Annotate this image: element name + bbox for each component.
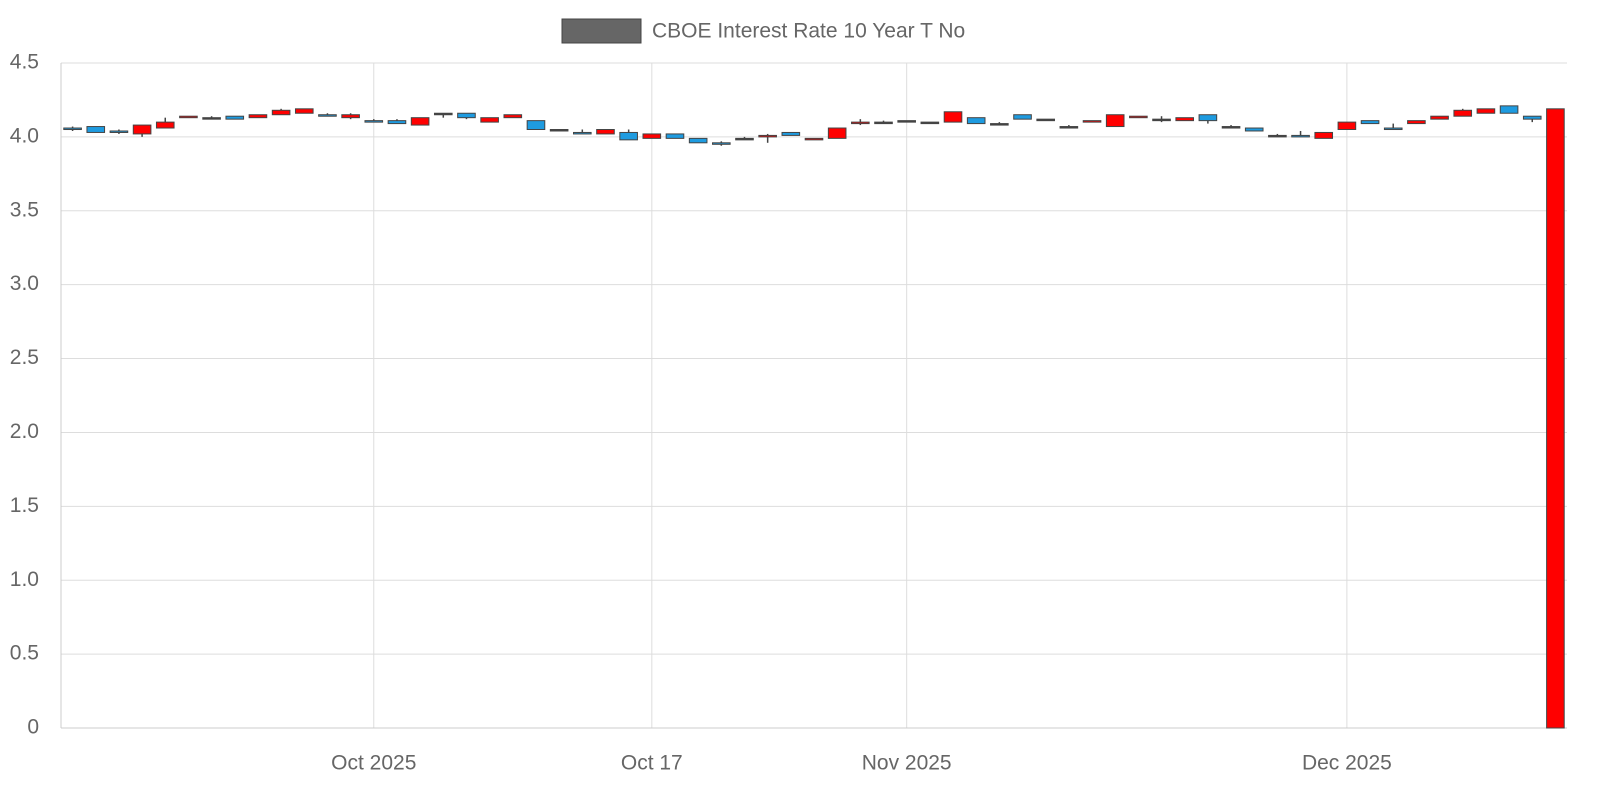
y-tick-label: 2.0 xyxy=(10,420,39,443)
x-tick-label: Oct 17 xyxy=(621,752,683,775)
candle-body xyxy=(1198,114,1218,122)
candle-body xyxy=(526,120,546,130)
y-tick-label: 3.0 xyxy=(10,272,39,295)
candle-body xyxy=(1036,118,1055,122)
y-tick-label: 4.5 xyxy=(10,51,39,74)
candle-body xyxy=(503,114,523,119)
candle-body xyxy=(1244,127,1264,132)
x-tick-label: Nov 2025 xyxy=(862,752,952,775)
candle-body xyxy=(665,133,685,139)
candle-body xyxy=(1152,118,1171,122)
candle-body xyxy=(1314,131,1334,139)
y-tick-label: 0.5 xyxy=(10,642,39,665)
candle-body xyxy=(1059,126,1079,129)
candle-body xyxy=(990,123,1009,126)
candle-body xyxy=(1268,134,1287,138)
y-tick-label: 1.5 xyxy=(10,494,39,517)
candle-body xyxy=(480,117,499,123)
candle-body xyxy=(1337,121,1357,131)
candle-body xyxy=(364,120,384,123)
candle-body xyxy=(86,126,106,133)
candle-body xyxy=(433,112,453,116)
y-tick-label: 2.5 xyxy=(10,346,39,369)
candle-body xyxy=(179,115,198,119)
y-tick-label: 4.0 xyxy=(10,124,39,147)
candle-body xyxy=(943,111,963,123)
candle-body xyxy=(202,117,221,120)
candle-body xyxy=(897,120,916,123)
candle-body xyxy=(1082,120,1102,123)
candle-body xyxy=(109,130,129,133)
candle-body xyxy=(781,131,801,136)
candle-body xyxy=(225,115,245,120)
candle-body xyxy=(688,137,708,144)
legend-label: CBOE Interest Rate 10 Year T No xyxy=(652,20,965,43)
candle-body xyxy=(63,127,82,131)
candle-body xyxy=(642,133,662,139)
candle-body xyxy=(920,121,940,125)
candle-body xyxy=(758,134,777,138)
candle-body xyxy=(1291,134,1310,138)
candle-body xyxy=(804,137,824,141)
candle-body xyxy=(1430,115,1449,120)
candle-body xyxy=(619,131,638,141)
candle-body xyxy=(851,121,870,125)
legend-swatch xyxy=(561,18,642,44)
candle-body xyxy=(318,114,337,117)
candle-body xyxy=(1013,114,1032,120)
candle-body xyxy=(387,120,407,125)
candle-body xyxy=(410,117,430,126)
candle-body xyxy=(1175,117,1195,122)
candle-body xyxy=(596,129,615,135)
candle-body xyxy=(1453,109,1473,117)
candle-body xyxy=(457,112,476,119)
candle-body xyxy=(1221,126,1241,129)
candle-body xyxy=(735,137,754,141)
candle-body xyxy=(294,108,314,114)
candle-body xyxy=(1105,114,1125,128)
candle-body xyxy=(155,121,175,129)
candle-body xyxy=(549,129,569,132)
candle-body xyxy=(248,114,268,119)
x-tick-label: Dec 2025 xyxy=(1302,752,1392,775)
y-tick-label: 3.5 xyxy=(10,198,39,221)
candle-body xyxy=(1383,127,1403,131)
candle-body xyxy=(341,114,360,119)
candle-body xyxy=(271,109,291,116)
candle-body xyxy=(573,131,592,135)
candle-body xyxy=(1407,120,1426,125)
candle-body xyxy=(874,121,893,125)
candle-body xyxy=(132,124,152,135)
candle-body xyxy=(712,142,731,145)
y-tick-label: 0 xyxy=(27,716,39,739)
candle-body xyxy=(1546,108,1565,729)
candle-body xyxy=(827,127,847,139)
candle-body xyxy=(1522,115,1542,120)
candle-body xyxy=(1499,105,1519,114)
candle-body xyxy=(1360,120,1380,125)
candle-body xyxy=(1476,108,1496,114)
candle-body xyxy=(1129,115,1148,119)
y-tick-label: 1.0 xyxy=(10,568,39,591)
x-tick-label: Oct 2025 xyxy=(331,752,416,775)
candle-body xyxy=(966,117,986,125)
